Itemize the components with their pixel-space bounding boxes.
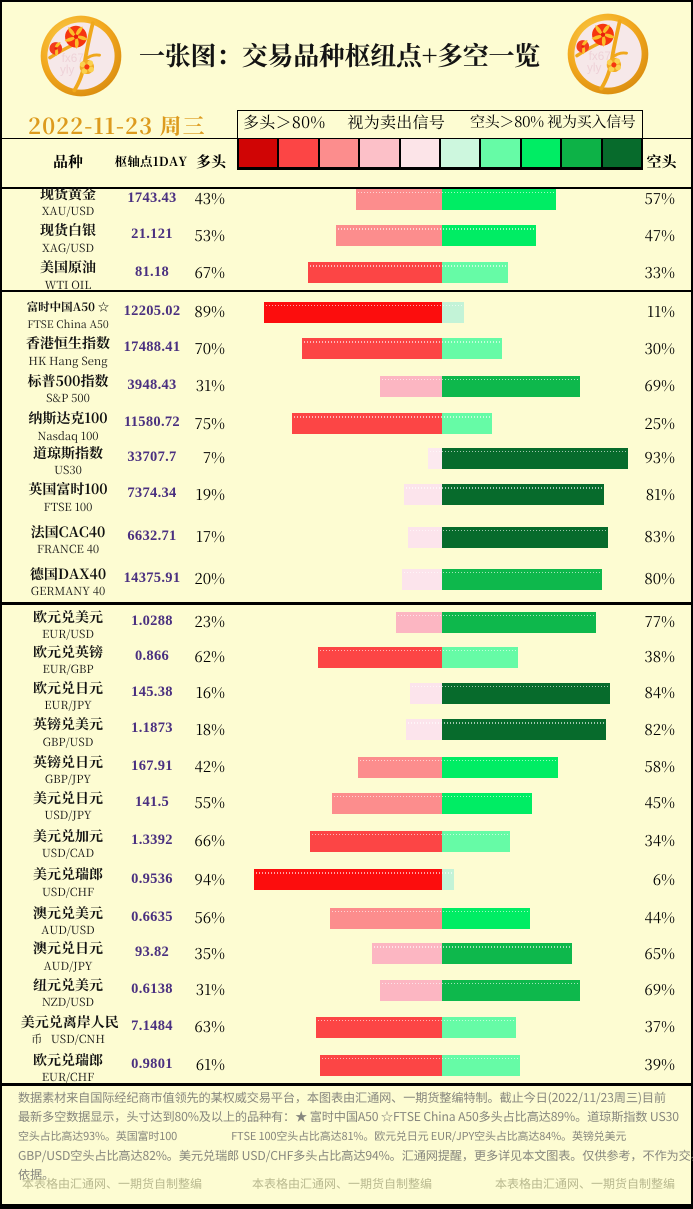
svg-text:yly: yly bbox=[60, 64, 74, 77]
svg-text:yly: yly bbox=[587, 62, 601, 75]
